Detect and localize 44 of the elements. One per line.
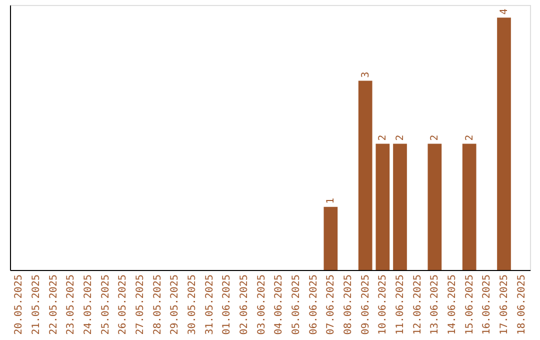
x-tick-label: 05.06.2025	[291, 274, 302, 335]
x-tick-label: 29.05.2025	[170, 274, 181, 335]
x-tick-label: 28.05.2025	[152, 274, 164, 335]
data-label: 2	[378, 134, 389, 141]
bar	[428, 144, 442, 270]
x-tick-label: 22.05.2025	[48, 274, 60, 335]
x-tick-label: 02.06.2025	[239, 274, 250, 335]
x-tick-label: 21.05.2025	[31, 274, 42, 335]
bar	[376, 144, 390, 270]
data-label: 3	[360, 72, 372, 78]
bar	[324, 206, 338, 270]
x-tick-label: 20.05.2025	[14, 274, 25, 335]
x-tick-label: 18.06.2025	[516, 274, 528, 335]
x-tick-label: 25.05.2025	[100, 274, 112, 335]
x-tick-label: 07.06.2025	[326, 274, 337, 335]
x-tick-label: 08.06.2025	[343, 274, 354, 335]
data-label: 2	[395, 134, 406, 141]
x-tick-label: 16.06.2025	[482, 274, 493, 335]
x-tick-label: 03.06.2025	[256, 274, 268, 335]
x-tick-label: 04.06.2025	[274, 274, 285, 335]
x-tick-label: 31.05.2025	[204, 274, 216, 335]
data-label: 1	[326, 198, 337, 204]
bar	[497, 18, 511, 270]
x-tick-label: 15.06.2025	[464, 274, 476, 335]
bar	[393, 144, 407, 270]
data-label: 2	[464, 134, 476, 141]
x-tick-label: 14.06.2025	[447, 274, 458, 335]
x-tick-label: 09.06.2025	[360, 274, 372, 335]
x-tick-label: 01.06.2025	[222, 274, 233, 335]
x-tick-label: 27.05.2025	[135, 274, 146, 335]
x-tick-label: 10.06.2025	[378, 274, 389, 335]
x-tick-label: 24.05.2025	[83, 274, 94, 335]
x-tick-label: 26.05.2025	[118, 274, 129, 335]
x-tick-label: 17.06.2025	[499, 274, 510, 335]
x-tick-label: 30.05.2025	[187, 274, 198, 335]
x-tick-label: 12.06.2025	[412, 274, 424, 335]
bar	[358, 80, 372, 270]
x-tick-label: 06.06.2025	[308, 274, 320, 335]
data-label: 2	[430, 134, 441, 141]
bar	[462, 144, 476, 270]
x-tick-label: 13.06.2025	[430, 274, 441, 335]
x-tick-label: 11.06.2025	[395, 274, 406, 335]
x-tick-label: 23.05.2025	[66, 274, 77, 335]
data-label: 4	[499, 8, 510, 15]
